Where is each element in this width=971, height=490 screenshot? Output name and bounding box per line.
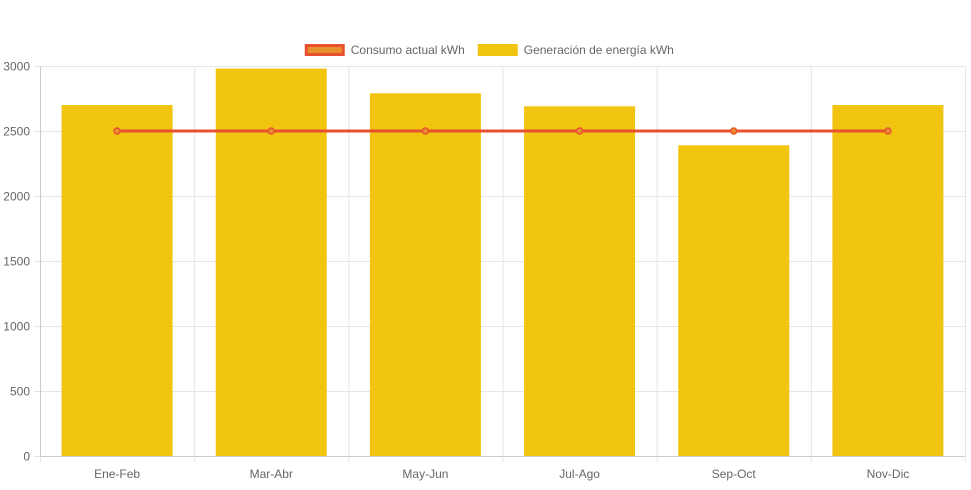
- line-point[interactable]: [421, 127, 430, 135]
- x-tick-label: Jul-Ago: [559, 467, 600, 481]
- x-tick-label: Sep-Oct: [712, 467, 757, 481]
- x-tick-label: May-Jun: [402, 467, 448, 481]
- y-tick-label: 1500: [3, 255, 30, 269]
- legend-item-generacion[interactable]: Generación de energía kWh: [477, 43, 674, 57]
- y-tick-label: 2500: [3, 125, 30, 139]
- bar-series: [61, 68, 944, 457]
- legend[interactable]: Consumo actual kWh Generación de energía …: [304, 43, 674, 57]
- bar: [61, 105, 173, 456]
- x-tick-label: Mar-Abr: [250, 467, 293, 481]
- y-tick-label: 500: [10, 385, 30, 399]
- y-tick-label: 1000: [3, 320, 30, 334]
- legend-swatch: [304, 44, 345, 56]
- line-point[interactable]: [884, 127, 892, 135]
- x-tick-label: Ene-Feb: [94, 467, 140, 481]
- y-tick-label: 3000: [3, 60, 30, 74]
- legend-label: Consumo actual kWh: [351, 43, 465, 57]
- bar: [832, 105, 944, 456]
- legend-item-consumo[interactable]: Consumo actual kWh: [304, 43, 465, 57]
- bar: [678, 145, 790, 457]
- y-tick-label: 2000: [3, 190, 30, 204]
- line-series: [113, 127, 892, 135]
- bar: [215, 68, 327, 456]
- line-point[interactable]: [730, 127, 738, 135]
- line-point[interactable]: [575, 127, 584, 135]
- bar: [369, 93, 481, 457]
- bar: [524, 106, 636, 457]
- legend-label: Generación de energía kWh: [524, 43, 674, 57]
- x-tick-label: Nov-Dic: [867, 467, 910, 481]
- line-point[interactable]: [267, 127, 275, 135]
- axes: 0 500 1000 1500 2000 2500 3000 Ene-Feb Mar-Abr Ma…: [3, 60, 965, 481]
- legend-swatch: [477, 44, 518, 56]
- line-point[interactable]: [113, 127, 121, 135]
- grid: [34, 66, 966, 462]
- y-tick-label: 0: [23, 450, 30, 464]
